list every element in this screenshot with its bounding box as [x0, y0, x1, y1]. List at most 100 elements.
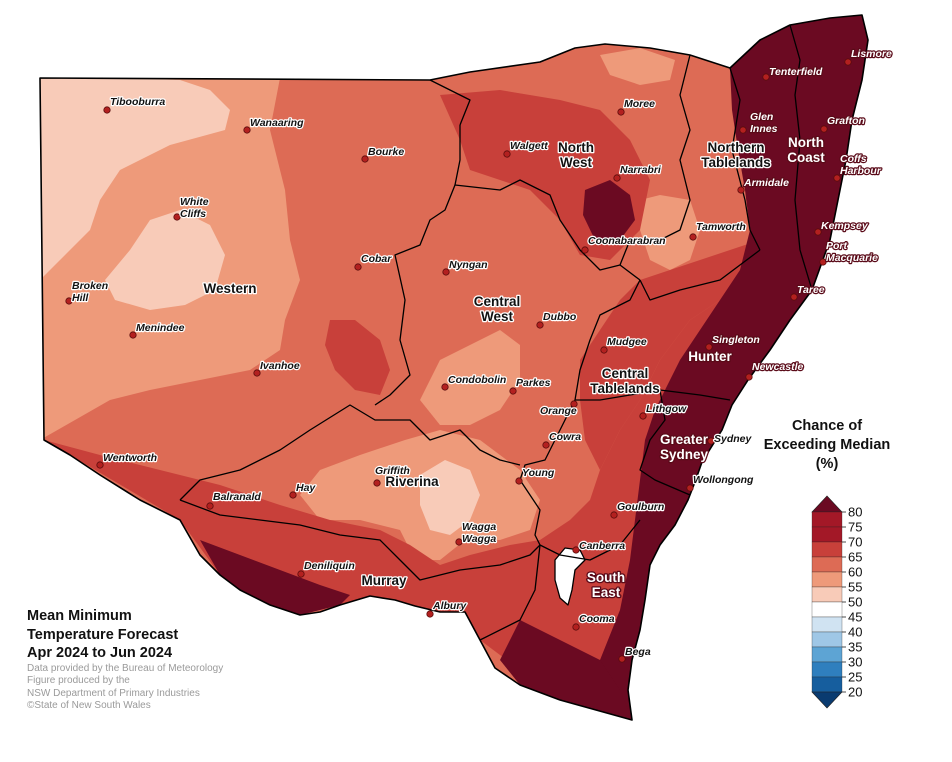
- town-ivanhoe: Ivanhoe: [253, 359, 301, 377]
- town-label-wagga-line-1: Wagga: [462, 521, 496, 533]
- town-label-glen-innes-line-2: Innes: [750, 123, 778, 135]
- town-walgett: Walgett: [503, 139, 549, 158]
- legend-tick-label-80: 80: [848, 505, 862, 520]
- town-label-tibooburra: Tibooburra: [110, 96, 165, 108]
- town-label-griffith: Griffith: [375, 465, 410, 477]
- town-tibooburra: Tibooburra: [103, 95, 167, 114]
- legend-arrow-top: [811, 495, 843, 513]
- town-label-mudgee: Mudgee: [607, 336, 647, 348]
- nsw-outline: [39, 14, 869, 721]
- town-label-narrabri: Narrabri: [620, 164, 662, 176]
- region-label-south-east-line-1: South: [587, 570, 625, 585]
- town-lismore: Lismore: [844, 47, 893, 66]
- legend-swatch-30-25: [811, 661, 843, 678]
- region-label-hunter: Hunter: [688, 349, 732, 364]
- town-marker-cowra: [542, 441, 550, 449]
- fill-70-75-central-hot: [325, 320, 390, 395]
- region-label-greater-sydney-line-2: Sydney: [660, 447, 709, 462]
- legend-tick-label-55: 55: [848, 580, 862, 595]
- town-taree: Taree: [790, 283, 826, 301]
- town-singleton: Singleton: [705, 333, 761, 351]
- town-canberra: Canberra: [572, 539, 626, 554]
- town-marker-lithgow: [639, 412, 647, 420]
- region-label-greater-sydney-line-1: Greater: [660, 432, 709, 447]
- legend-swatch-60-55: [811, 571, 843, 588]
- town-label-ivanhoe: Ivanhoe: [260, 360, 300, 372]
- town-bega: Bega: [618, 645, 652, 663]
- town-label-kempsey: Kempsey: [821, 220, 869, 232]
- town-label-newcastle: Newcastle: [752, 361, 804, 373]
- town-marker-coffs-harbour: [833, 174, 841, 182]
- town-lithgow: Lithgow: [639, 402, 688, 420]
- legend-arrow-bottom: [811, 691, 843, 709]
- credit-line-4: ©State of New South Wales: [27, 700, 151, 711]
- fill-75-80-coonabarabran: [583, 180, 635, 240]
- town-marker-dubbo: [536, 321, 544, 329]
- town-label-white-cliffs-line-2: Cliffs: [180, 208, 206, 220]
- town-condobolin: Condobolin: [441, 373, 508, 391]
- legend-tick-label-30: 30: [848, 655, 862, 670]
- legend-title-line-3: (%): [815, 456, 839, 472]
- town-marker-cooma: [572, 623, 580, 631]
- town-label-singleton: Singleton: [712, 334, 760, 346]
- map-title-line-2: Temperature Forecast: [27, 626, 179, 643]
- town-marker-wanaaring: [243, 126, 251, 134]
- town-label-broken-hill-line-1: Broken: [72, 280, 108, 292]
- legend-tick-label-65: 65: [848, 550, 862, 565]
- town-label-albury: Albury: [432, 600, 467, 612]
- town-marker-deniliquin: [297, 570, 305, 578]
- town-label-grafton: Grafton: [827, 115, 865, 127]
- town-nyngan: Nyngan: [442, 258, 489, 276]
- fill-60-65-central: [420, 330, 520, 425]
- region-label-northern-tablelands-line-1: Northern: [708, 140, 765, 155]
- legend-swatch-65-60: [811, 556, 843, 573]
- town-label-bourke: Bourke: [368, 146, 404, 158]
- credit-line-1: Data provided by the Bureau of Meteorolo…: [27, 662, 224, 674]
- legend-tick-label-25: 25: [848, 670, 862, 685]
- region-label-riverina: Riverina: [385, 474, 439, 489]
- legend-title: Chance of Exceeding Median (%): [752, 417, 902, 474]
- legend-swatch-25-20: [811, 676, 843, 693]
- town-parkes: Parkes: [509, 376, 552, 395]
- region-label-murray: Murray: [361, 573, 407, 588]
- town-marker-ivanhoe: [253, 369, 261, 377]
- town-coonabarabran: Coonabarabran: [581, 234, 667, 254]
- town-label-bega: Bega: [625, 646, 651, 658]
- region-labels: WesternNorthWestNorthernTablelandsNorthC…: [202, 134, 826, 602]
- town-label-wanaaring: Wanaaring: [250, 117, 304, 129]
- town-label-orange: Orange: [540, 405, 577, 417]
- town-griffith: Griffith: [373, 464, 411, 487]
- town-label-cooma: Cooma: [579, 613, 615, 625]
- region-label-central-west-line-2: West: [481, 309, 514, 324]
- town-albury: Albury: [426, 599, 469, 618]
- town-marker-broken-hill: [65, 297, 73, 305]
- town-marker-nyngan: [442, 268, 450, 276]
- town-hay: Hay: [289, 481, 318, 499]
- legend-title-line-2: Exceeding Median: [763, 437, 891, 453]
- town-marker-goulburn: [610, 511, 618, 519]
- town-marker-albury: [426, 610, 434, 618]
- legend-swatch-35-30: [811, 646, 843, 663]
- town-label-parkes: Parkes: [516, 377, 551, 389]
- credit-line-2: Figure produced by the: [27, 675, 130, 686]
- town-marker-taree: [790, 293, 798, 301]
- town-label-condobolin: Condobolin: [448, 374, 506, 386]
- act-outline: [554, 547, 586, 606]
- town-marker-tibooburra: [103, 106, 111, 114]
- town-marker-sydney: [707, 437, 715, 445]
- town-label-lismore: Lismore: [851, 48, 892, 60]
- town-marker-bourke: [361, 155, 369, 163]
- legend-tick-label-50: 50: [848, 595, 862, 610]
- town-young: Young: [515, 466, 556, 485]
- town-marker-moree: [617, 108, 625, 116]
- region-label-central-tablelands-line-2: Tablelands: [590, 381, 660, 396]
- legend-swatch-55-50: [811, 586, 843, 603]
- fill-55-60-riverina: [420, 460, 480, 535]
- map-title-line-1: Mean Minimum: [27, 608, 132, 624]
